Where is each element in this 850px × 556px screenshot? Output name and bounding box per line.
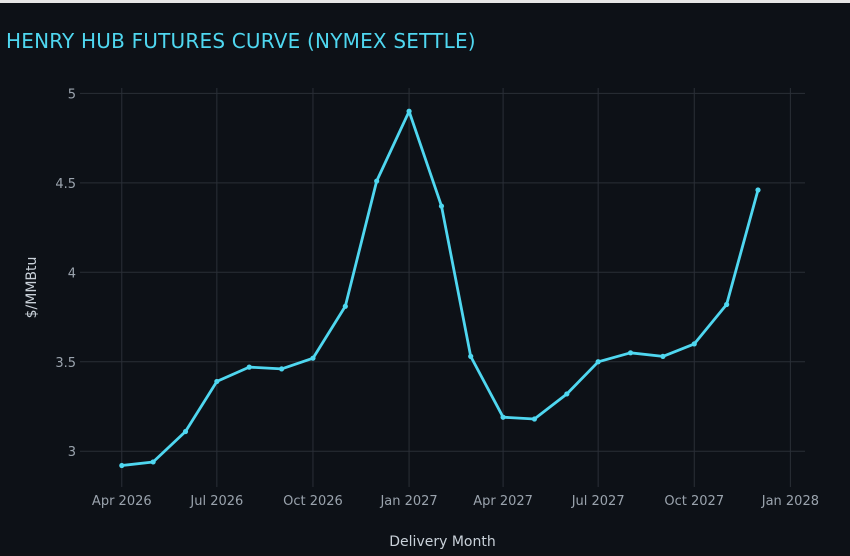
x-tick-label: Oct 2026 xyxy=(283,494,343,509)
data-point xyxy=(310,355,316,361)
x-axis-label: Delivery Month xyxy=(389,534,495,550)
x-tick-label: Jul 2027 xyxy=(571,494,625,509)
data-point xyxy=(279,366,285,372)
data-point xyxy=(660,353,666,359)
data-point xyxy=(374,178,380,184)
data-point xyxy=(214,378,220,385)
data-point xyxy=(342,303,348,309)
data-point xyxy=(406,108,412,114)
y-tick-label: 5 xyxy=(68,87,76,102)
y-tick-label: 4.5 xyxy=(55,177,76,192)
data-point xyxy=(119,462,125,469)
series-points xyxy=(119,108,761,469)
grid-lines xyxy=(80,88,805,487)
data-point xyxy=(691,341,697,347)
data-point xyxy=(627,350,634,356)
x-tick-label: Apr 2026 xyxy=(92,494,152,509)
x-tick-label: Oct 2027 xyxy=(664,494,724,509)
x-tick-labels: Apr 2026 Jul 2026 Oct 2026 Jan 2027 Apr 2027… xyxy=(92,494,819,509)
y-tick-labels: 3 3.5 4 4.5 5 xyxy=(55,87,76,460)
chart-svg: 3 3.5 4 4.5 5 Apr 2026 Jul 2026 Oct 2026 Jan 20… xyxy=(24,87,819,550)
y-axis-label: $/MMBtu xyxy=(24,257,40,319)
chart-title: HENRY HUB FUTURES CURVE (NYMEX SETTLE) xyxy=(6,29,476,53)
x-tick-label: Apr 2027 xyxy=(473,494,533,509)
data-point xyxy=(755,187,761,193)
x-tick-label: Jan 2027 xyxy=(379,494,437,509)
data-point xyxy=(595,359,601,365)
data-point xyxy=(531,416,538,422)
data-point xyxy=(468,353,474,359)
data-point xyxy=(438,203,445,209)
x-tick-label: Jan 2028 xyxy=(761,494,819,509)
data-point xyxy=(246,364,252,370)
data-point xyxy=(500,414,506,420)
y-tick-label: 4 xyxy=(68,266,76,281)
data-point xyxy=(150,459,156,465)
data-point xyxy=(724,301,730,308)
y-tick-label: 3.5 xyxy=(55,356,76,371)
y-tick-label: 3 xyxy=(68,445,76,460)
data-point xyxy=(564,391,570,397)
x-tick-label: Jul 2026 xyxy=(189,494,243,509)
data-point xyxy=(182,428,189,435)
